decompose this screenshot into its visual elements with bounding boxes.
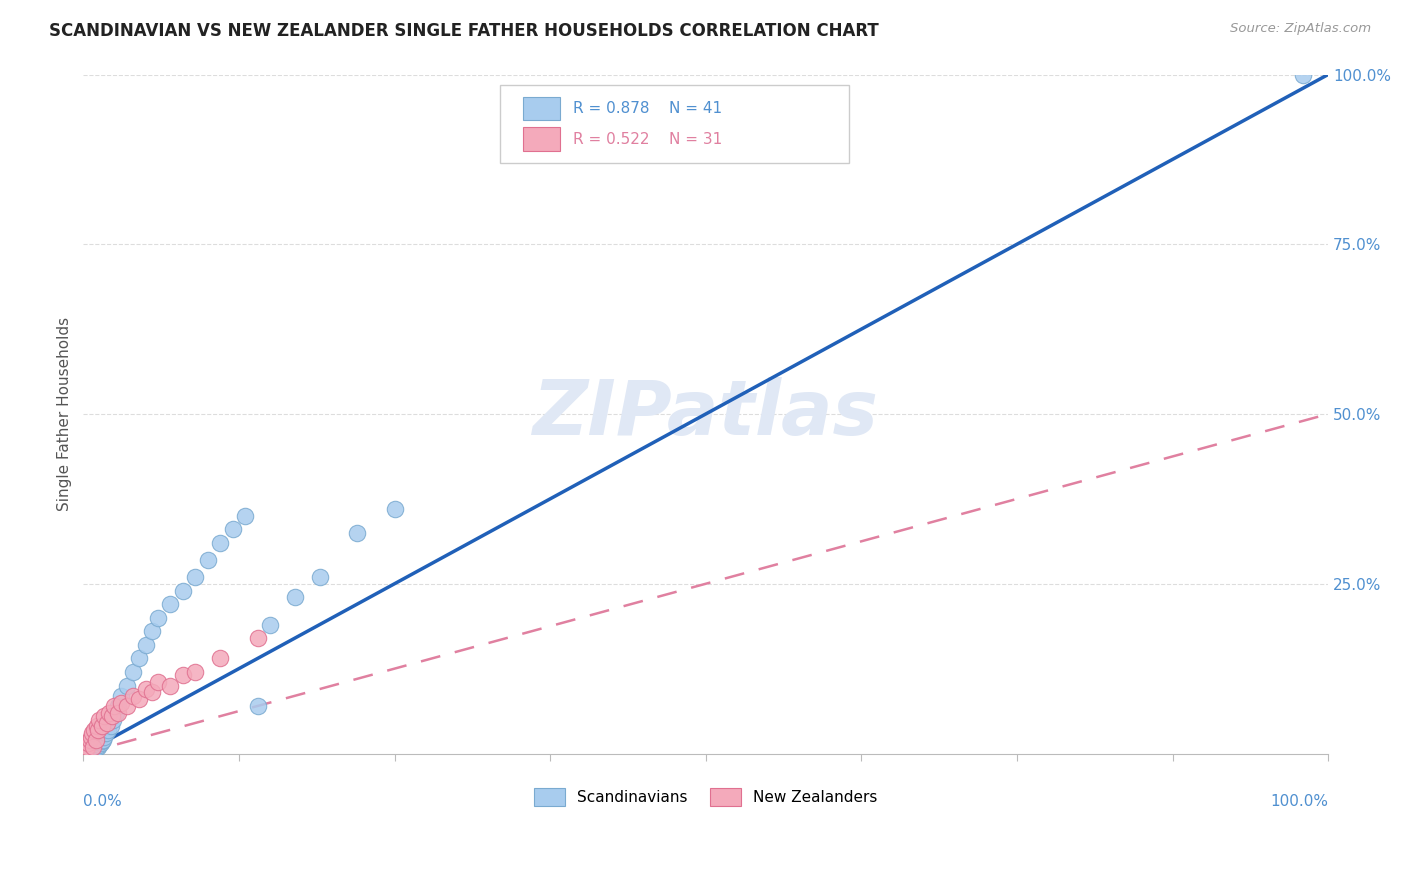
Point [184,665,207,679]
Point [172,668,194,682]
Point [308,570,330,584]
Point [97,723,120,737]
Point [76,745,98,759]
Point [83,741,105,756]
Point [98,706,121,720]
Point [146,611,169,625]
Point [89,713,111,727]
Text: ZIPatlas: ZIPatlas [533,377,879,451]
Point [104,706,127,720]
Point [83,723,105,737]
Point [93,730,115,744]
Point [101,709,124,723]
Text: 100.0%: 100.0% [1270,794,1329,809]
Point [86,719,108,733]
Point [91,734,114,748]
Point [128,651,150,665]
FancyBboxPatch shape [523,128,560,151]
Point [184,570,207,584]
Point [115,679,138,693]
Point [284,591,307,605]
Point [86,740,108,755]
Point [101,713,124,727]
Point [159,679,181,693]
Point [84,741,107,756]
Point [80,743,103,757]
Text: SCANDINAVIAN VS NEW ZEALANDER SINGLE FATHER HOUSEHOLDS CORRELATION CHART: SCANDINAVIAN VS NEW ZEALANDER SINGLE FAT… [49,22,879,40]
Point [103,698,125,713]
Point [82,742,104,756]
Point [75,743,97,757]
Point [87,739,110,754]
Point [246,631,269,645]
Point [346,525,368,540]
Point [84,733,107,747]
Point [100,719,122,733]
Point [79,733,101,747]
Point [80,726,103,740]
Point [94,726,117,740]
Point [146,675,169,690]
Y-axis label: Single Father Households: Single Father Households [58,317,72,511]
Point [197,553,219,567]
Point [122,689,145,703]
Point [110,689,132,703]
Text: Source: ZipAtlas.com: Source: ZipAtlas.com [1230,22,1371,36]
Point [172,583,194,598]
Point [76,739,98,754]
Point [122,665,145,679]
FancyBboxPatch shape [523,97,560,120]
Point [87,723,110,737]
Point [141,685,163,699]
Point [221,523,243,537]
FancyBboxPatch shape [501,85,849,162]
Point [115,698,138,713]
Point [135,638,157,652]
Point [91,719,114,733]
Point [93,709,115,723]
Point [79,744,101,758]
Text: R = 0.878    N = 41: R = 0.878 N = 41 [572,101,721,116]
Point [90,736,112,750]
Point [233,508,256,523]
Point [159,597,181,611]
Point [110,696,132,710]
Point [80,744,103,758]
Point [91,733,114,747]
Point [82,739,104,754]
Point [384,502,406,516]
Point [128,692,150,706]
Point [77,736,100,750]
Point [80,730,103,744]
Point [107,706,129,720]
Legend: Scandinavians, New Zealanders: Scandinavians, New Zealanders [526,780,884,814]
Point [141,624,163,639]
Text: 0.0%: 0.0% [83,794,122,809]
Point [209,536,232,550]
Point [259,617,281,632]
Point [1292,68,1315,82]
Text: R = 0.522    N = 31: R = 0.522 N = 31 [572,131,721,146]
Point [246,698,269,713]
Point [89,739,111,753]
Point [96,715,118,730]
Point [209,651,232,665]
Point [107,698,129,713]
Point [135,681,157,696]
